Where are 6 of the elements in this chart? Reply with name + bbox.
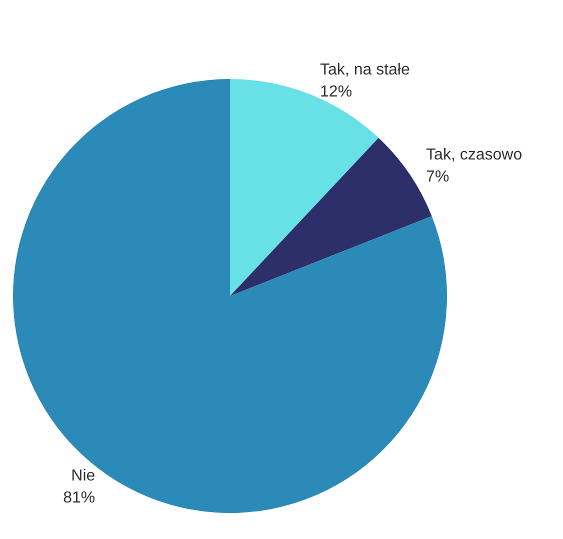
data-label: 81% <box>63 490 96 507</box>
slice-label: Nie <box>71 468 96 485</box>
data-label: 12% <box>320 84 352 101</box>
slice-label: Tak, na stałe <box>320 62 410 79</box>
data-label: 7% <box>426 168 450 186</box>
slice-label: Tak, czasowo <box>426 146 522 164</box>
